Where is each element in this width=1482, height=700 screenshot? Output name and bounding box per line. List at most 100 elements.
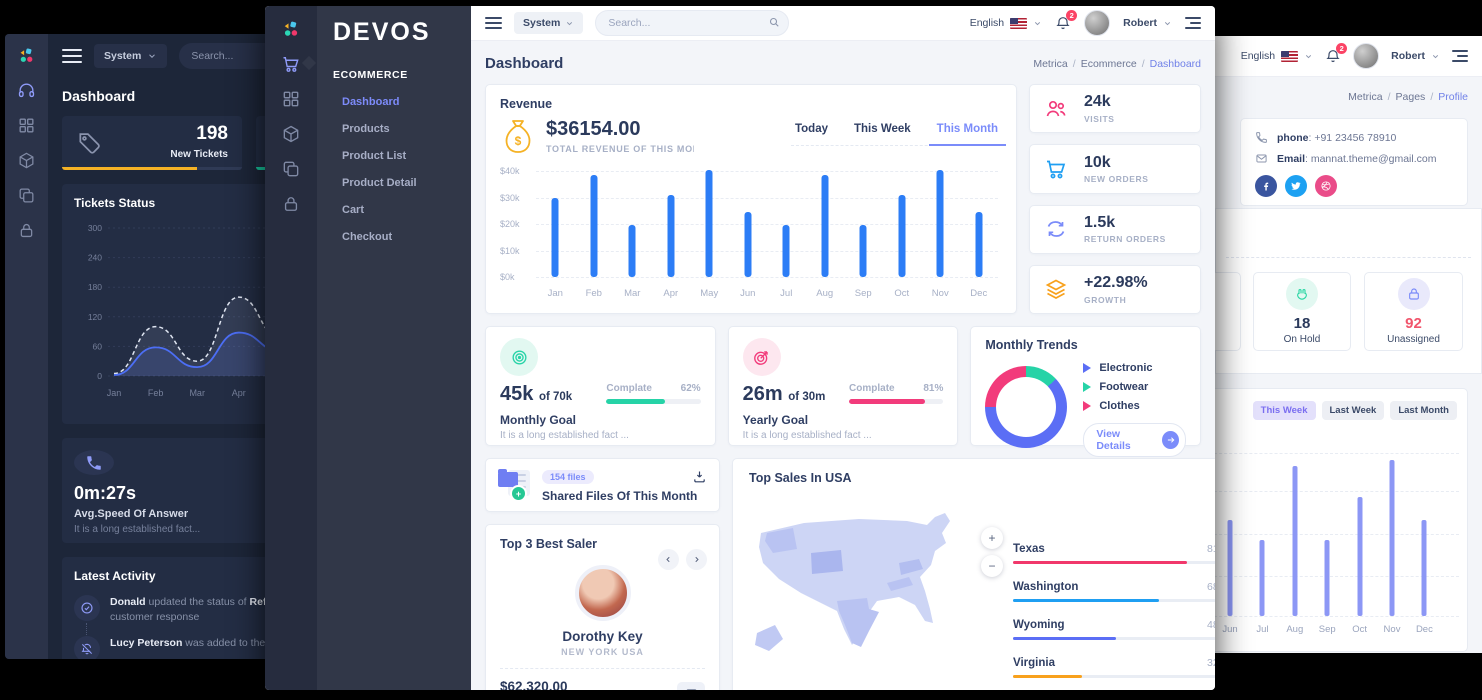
report-bar-oct[interactable]	[1357, 496, 1363, 616]
tab-last-week[interactable]: Last Week	[1321, 401, 1385, 420]
report-bar-aug[interactable]	[1292, 466, 1298, 616]
revenue-bar-jun[interactable]	[744, 212, 752, 277]
prev-button[interactable]	[658, 549, 679, 570]
menu-toggle-icon[interactable]	[62, 49, 82, 63]
menu-toggle-icon[interactable]	[485, 17, 502, 29]
app-logo-icon[interactable]	[281, 19, 301, 39]
revenue-bar-jan[interactable]	[551, 197, 559, 277]
state-row-texas: Texas 81%	[1013, 543, 1215, 564]
x-axis-label: Jun	[740, 288, 756, 299]
sidebar-toggle-icon[interactable]	[1185, 17, 1201, 29]
app-logo-icon[interactable]	[17, 46, 36, 65]
notifications-bell-icon[interactable]: 2	[1325, 43, 1348, 64]
state-percent: 68%	[1206, 581, 1215, 593]
tab-this-week[interactable]: This Week	[854, 123, 911, 135]
revenue-bar-nov[interactable]	[936, 169, 944, 277]
report-bar-jun[interactable]	[1227, 520, 1233, 616]
report-bar-jul[interactable]	[1259, 540, 1265, 616]
system-dropdown[interactable]: System	[514, 12, 584, 34]
phone-label: phone	[1277, 131, 1309, 144]
x-axis-label: Feb	[585, 288, 602, 299]
language-selector[interactable]: English	[970, 17, 1042, 29]
next-button[interactable]	[686, 549, 707, 570]
grid-icon[interactable]	[17, 116, 36, 135]
lock-icon[interactable]	[281, 194, 301, 214]
tab-this-month[interactable]: This Month	[928, 123, 1007, 146]
revenue-bar-apr[interactable]	[667, 194, 675, 277]
breadcrumb-item[interactable]: Pages	[1395, 91, 1426, 103]
envelope-icon[interactable]	[677, 682, 705, 690]
user-menu[interactable]: Robert	[1123, 17, 1172, 29]
menu-item-cart[interactable]: Cart	[342, 204, 365, 216]
grid-icon[interactable]	[281, 89, 301, 109]
stat-card-new-orders[interactable]: 10k NEW ORDERS	[1029, 144, 1201, 194]
system-dropdown[interactable]: System	[94, 44, 168, 68]
menu-item-dashboard[interactable]: Dashboard	[342, 96, 400, 108]
stat-text: +22.98% GROWTH	[1084, 274, 1148, 305]
tab-last-month[interactable]: Last Month	[1390, 401, 1457, 420]
revenue-bar-feb[interactable]	[590, 174, 598, 277]
search-input[interactable]	[595, 10, 790, 36]
stat-card-unassigned[interactable]: 92 Unassigned	[1364, 272, 1463, 351]
revenue-bar-dec[interactable]	[975, 212, 983, 277]
currency-symbol: $	[515, 134, 522, 148]
email-row: Email: mannat.theme@gmail.com	[1255, 152, 1453, 165]
tab-today[interactable]: Today	[794, 123, 828, 135]
zoom-out-button[interactable]: −	[981, 555, 1003, 577]
tab-this-week[interactable]: This Week	[1252, 401, 1316, 420]
revenue-bar-oct[interactable]	[898, 194, 906, 277]
menu-item-product-list[interactable]: Product List	[342, 150, 407, 162]
menu-item-checkout[interactable]: Checkout	[342, 231, 393, 243]
cart-icon[interactable]	[281, 54, 301, 74]
facebook-icon[interactable]	[1255, 175, 1277, 197]
cube-icon[interactable]	[281, 124, 301, 144]
copy-icon[interactable]	[281, 159, 301, 179]
copy-icon[interactable]	[17, 186, 36, 205]
user-avatar[interactable]	[1353, 43, 1380, 69]
notifications-bell-icon[interactable]: 2	[1055, 10, 1078, 31]
language-selector[interactable]: English	[1241, 50, 1313, 62]
cube-icon[interactable]	[17, 151, 36, 170]
revenue-bar-may[interactable]	[705, 169, 713, 277]
lock-icon[interactable]	[17, 221, 36, 240]
stat-card-growth[interactable]: +22.98% GROWTH	[1029, 264, 1201, 314]
user-avatar[interactable]	[1084, 10, 1111, 36]
user-menu[interactable]: Robert	[1391, 50, 1440, 62]
brand-logo-text[interactable]: DEVOS	[333, 18, 431, 46]
report-bar-dec[interactable]	[1421, 520, 1427, 616]
search-icon[interactable]	[768, 16, 780, 28]
breadcrumb-item[interactable]: Profile	[1438, 91, 1468, 103]
menu-item-product-detail[interactable]: Product Detail	[342, 177, 417, 189]
page-title: Dashboard	[62, 88, 136, 104]
download-icon[interactable]	[692, 469, 707, 484]
goal-of: of 30m	[788, 391, 826, 403]
stat-card-visits[interactable]: 24k VISITS	[1029, 84, 1201, 134]
chevron-down-icon	[565, 19, 574, 28]
revenue-bar-aug[interactable]	[821, 174, 829, 277]
menu-item-products[interactable]: Products	[342, 123, 390, 135]
sidebar-toggle-icon[interactable]	[1452, 50, 1468, 62]
legend-marker-icon	[1083, 401, 1092, 411]
dribbble-icon[interactable]	[1315, 175, 1337, 197]
legend-item-clothes: Clothes	[1083, 400, 1186, 412]
headphones-icon[interactable]	[17, 81, 36, 100]
kpi-label: New Tickets	[170, 149, 228, 161]
kpi-value: 198	[196, 122, 228, 144]
report-bar-nov[interactable]	[1389, 459, 1395, 616]
zoom-in-button[interactable]: +	[981, 527, 1003, 549]
breadcrumb-item[interactable]: Metrica	[1033, 57, 1068, 70]
report-bar-sep[interactable]	[1324, 540, 1330, 616]
breadcrumb-item[interactable]: Ecommerce	[1080, 57, 1137, 70]
revenue-bar-jul[interactable]	[782, 225, 790, 277]
breadcrumb-item[interactable]: Dashboard	[1149, 57, 1201, 70]
breadcrumb-item[interactable]: Metrica	[1348, 91, 1383, 103]
revenue-bar-mar[interactable]	[628, 225, 636, 277]
stat-card-on-hold[interactable]: 18 On Hold	[1253, 272, 1351, 351]
revenue-bar-sep[interactable]	[859, 225, 867, 277]
center-main: System English 2	[471, 6, 1215, 690]
stat-card-return-orders[interactable]: 1.5k RETURN ORDERS	[1029, 204, 1201, 254]
view-details-button[interactable]: View Details	[1083, 423, 1187, 457]
twitter-icon[interactable]	[1285, 175, 1307, 197]
usa-map[interactable]	[749, 505, 999, 665]
new-tickets-card[interactable]: 198 New Tickets	[62, 116, 242, 170]
